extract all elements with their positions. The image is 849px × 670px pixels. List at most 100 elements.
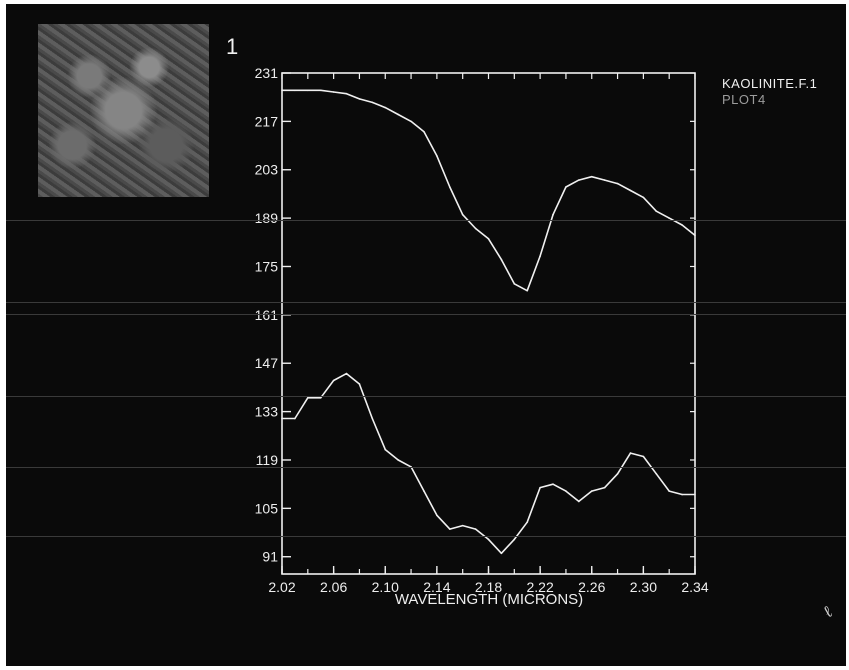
spectrum-point (642, 455, 645, 458)
scanline (6, 467, 846, 468)
spectrum-point (410, 120, 412, 123)
spectrum-point (307, 396, 309, 399)
spectrum-point (474, 227, 477, 230)
spectrum-point (358, 98, 361, 100)
spectrum-point (436, 514, 438, 517)
y-tick-label: 133 (255, 404, 279, 420)
spectrum-point (590, 175, 593, 178)
chart-series (281, 89, 696, 555)
y-tick-label: 217 (255, 113, 279, 129)
spectrum-point (487, 538, 490, 541)
spectrum-point (513, 282, 516, 285)
spectrum-point (436, 155, 438, 157)
y-tick-label: 203 (255, 162, 279, 178)
scanline (6, 396, 846, 397)
spectrum-point (681, 224, 683, 226)
spectrum-point (448, 186, 451, 188)
x-tick-label: 2.10 (372, 579, 399, 595)
spectrum-point (578, 500, 580, 503)
y-tick-label: 147 (255, 355, 279, 371)
spectrum-point (603, 179, 606, 181)
spectral-plot-screen: 1 231 217 203 189 175 161 147 133 119 105 91 2.02 2.… (6, 4, 846, 666)
x-axis-label: WAVELENGTH (MICRONS) (395, 591, 583, 608)
spectrum-point (681, 493, 683, 496)
x-tick-label: 2.34 (681, 579, 708, 595)
spectrum-point (526, 521, 529, 523)
spectrum-point (513, 538, 516, 541)
scanline (6, 220, 846, 221)
spectrum-point (384, 448, 387, 451)
x-tick-label: 2.14 (423, 579, 450, 595)
spectrum-point (319, 396, 322, 399)
spectrum-point (448, 528, 451, 530)
spectrum-point (603, 486, 606, 489)
legend-plot-name: PLOT4 (722, 92, 766, 107)
legend-spectrum-name: KAOLINITE.F.1 (722, 76, 818, 91)
spectrum-point (655, 473, 658, 475)
spectrum-point (668, 490, 670, 492)
spectrum-point (565, 186, 567, 188)
y-tick-label: 231 (255, 65, 279, 81)
spectrum-point (319, 89, 322, 92)
y-tick-label: 91 (262, 549, 278, 565)
legend: KAOLINITE.F.1 PLOT4 (722, 76, 817, 108)
spectrum-point (281, 89, 283, 92)
spectrum-point (397, 113, 399, 116)
spectrum-point (526, 289, 529, 292)
spectrum-point (539, 255, 541, 257)
x-tick-label: 2.26 (578, 579, 605, 595)
spectrum-point (642, 196, 645, 199)
spectrum-line-1 (282, 89, 696, 292)
spectrum-point (358, 383, 361, 385)
spectrum-point (332, 379, 335, 382)
y-tick-label: 189 (255, 210, 279, 226)
spectrum-point (474, 528, 477, 530)
spectrum-point (655, 210, 658, 213)
spectrum-point (616, 473, 619, 475)
spectrum-point (423, 130, 425, 133)
spectrum-point (590, 490, 593, 492)
spectrum-point (461, 524, 464, 527)
scanline (6, 314, 846, 315)
spectrum-point (629, 189, 632, 192)
y-tick-label: 175 (255, 258, 279, 274)
spectrum-point (423, 490, 425, 492)
spectrum-point (500, 258, 503, 261)
spectrum-point (371, 101, 374, 104)
spectrum-point (397, 459, 399, 461)
spectrum-point (384, 106, 387, 109)
spectrum-point (294, 89, 296, 92)
spectrum-point (668, 217, 670, 219)
spectrum-point (500, 552, 503, 555)
y-tick-label: 119 (256, 452, 279, 468)
spectrum-point (487, 238, 490, 240)
spectrum-point (307, 89, 309, 92)
spectrum-point (461, 213, 464, 216)
spectrum-point (539, 486, 541, 489)
spectrum-point (578, 179, 580, 181)
spectrum-point (616, 182, 619, 185)
y-tick-label: 105 (255, 500, 279, 516)
spectrum-point (552, 483, 554, 485)
thumbnail-label: 1 (226, 34, 239, 59)
plot-frame (281, 72, 696, 575)
spectrum-line-2 (282, 372, 695, 555)
spectrum-point (694, 493, 696, 496)
spectrum-point (294, 417, 296, 420)
x-tick-label: 2.02 (268, 579, 295, 595)
scanline (6, 536, 846, 537)
spectrum-point (565, 490, 567, 492)
spectrum-point (371, 417, 374, 420)
image-thumbnail (38, 24, 209, 197)
x-tick-label: 2.30 (630, 579, 657, 595)
scanline (6, 302, 846, 303)
x-tick-label: 2.22 (527, 579, 554, 595)
spectrum-point (345, 372, 348, 375)
spectrum-point (629, 452, 632, 454)
x-tick-label: 2.18 (475, 579, 502, 595)
chart-axes (281, 72, 696, 575)
spectrum-point (281, 417, 283, 420)
spectrum-point (694, 234, 696, 237)
